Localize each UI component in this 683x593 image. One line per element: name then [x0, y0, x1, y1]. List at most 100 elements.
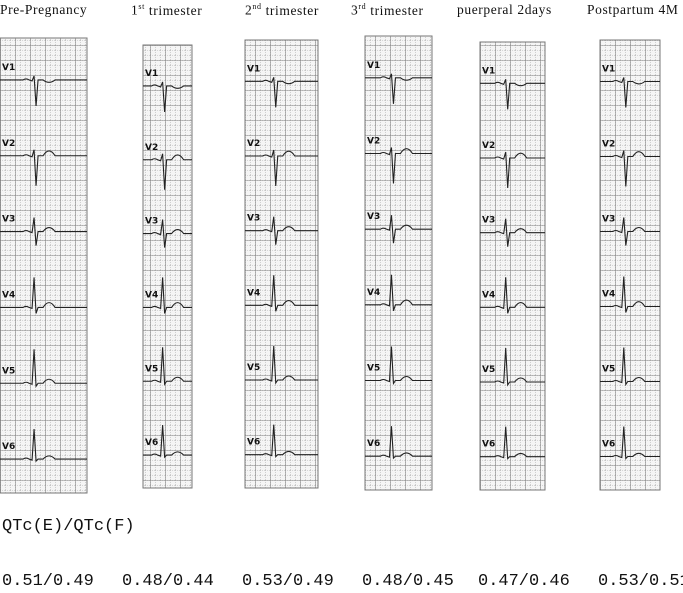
lead-label: V6: [247, 438, 260, 448]
lead-label: V3: [482, 216, 495, 226]
ecg-trace: [365, 426, 432, 460]
title-rest: trimester: [148, 2, 203, 18]
lead-label: V4: [247, 288, 260, 298]
lead-label: V5: [145, 364, 158, 374]
lead-label: V3: [247, 214, 260, 224]
ecg-trace: [245, 424, 318, 458]
lead-label: V2: [145, 143, 158, 153]
ecg-strip: V1 V2 V3 V4 V5 V6: [364, 35, 433, 491]
title-sup: st: [138, 2, 145, 11]
strip-grid-major: [364, 35, 433, 491]
lead-label: V5: [482, 365, 495, 375]
lead-label: V2: [367, 137, 380, 147]
lead-label: V1: [602, 65, 615, 75]
ecg-trace: [600, 426, 660, 460]
ecg-strip: V1 V2 V3 V4 V5 V6: [142, 44, 193, 489]
title-main: 2: [245, 2, 253, 18]
qtc-value: 0.48/0.44: [122, 572, 214, 591]
lead-label: V3: [602, 215, 615, 225]
lead-label: V2: [602, 140, 615, 150]
lead-label: V2: [482, 141, 495, 151]
ecg-trace: [0, 277, 87, 314]
strip-grid-major: [142, 44, 193, 489]
lead-label: V6: [482, 440, 495, 450]
title-sup: nd: [252, 2, 262, 11]
ecg-trace: [245, 77, 318, 108]
lead-label: V4: [367, 288, 380, 298]
lead-label: V4: [482, 290, 495, 300]
lead-label: V1: [2, 63, 15, 73]
ecg-trace: [600, 217, 660, 246]
ecg-trace: [365, 346, 432, 386]
ecg-trace: [245, 216, 318, 245]
title-main: 1: [131, 2, 139, 18]
qtc-value: 0.48/0.45: [362, 572, 454, 591]
ecg-trace: [143, 81, 192, 112]
lead-label: V6: [2, 442, 15, 452]
ecg-strip: V1 V2 V3 V4 V5 V6: [0, 37, 88, 494]
lead-label: V6: [367, 439, 380, 449]
title-main: Postpartum 4M: [587, 2, 679, 17]
ecg-trace: [600, 276, 660, 313]
ecg-trace: [245, 149, 318, 187]
ecg-trace: [0, 75, 87, 106]
ecg-trace: [365, 274, 432, 312]
column-title: puerperal 2days: [457, 2, 552, 18]
lead-label: V1: [145, 69, 158, 79]
ecg-trace: [143, 425, 192, 459]
ecg-trace: [600, 347, 660, 387]
column-title: 1st trimester: [131, 2, 202, 19]
lead-label: V5: [2, 366, 15, 376]
ecg-trace: [600, 77, 660, 108]
ecg-figure: V1 V2 V3 V4 V5 V6 V1 V2 V3 V4 V5 V6 V1 V2 V3 V4 V5 V6 V1 V2…: [0, 35, 661, 494]
lead-label: V1: [247, 64, 260, 74]
title-main: Pre-Pregnancy: [0, 2, 88, 17]
lead-label: V6: [602, 440, 615, 450]
lead-label: V1: [482, 66, 495, 76]
ecg-trace: [245, 275, 318, 312]
strip-grid-major: [244, 39, 319, 489]
lead-label: V6: [145, 438, 158, 448]
ecg-trace: [480, 151, 545, 189]
lead-label: V4: [602, 290, 615, 300]
lead-label: V4: [2, 290, 15, 300]
lead-label: V4: [145, 290, 158, 300]
ecg-trace: [245, 345, 318, 385]
ecg-strip: V1 V2 V3 V4 V5 V6: [599, 39, 661, 491]
lead-label: V3: [145, 217, 158, 227]
qtc-label: QTc(E)/QTc(F): [2, 517, 135, 536]
column-title: Postpartum 4M: [587, 2, 678, 18]
ecg-trace: [0, 149, 87, 186]
ecg-trace: [480, 218, 545, 247]
qtc-value: 0.53/0.49: [242, 572, 334, 591]
title-sup: rd: [358, 2, 367, 11]
ecg-trace: [365, 147, 432, 184]
lead-label: V3: [367, 212, 380, 222]
column-title: 3rd trimester: [351, 2, 424, 19]
ecg-trace: [480, 79, 545, 110]
title-rest: trimester: [265, 2, 319, 18]
ecg-trace: [365, 215, 432, 244]
ecg-strip: V1 V2 V3 V4 V5 V6: [244, 39, 319, 489]
ecg-trace: [600, 150, 660, 187]
qtc-value: 0.53/0.51: [598, 572, 683, 591]
lead-label: V2: [2, 139, 15, 149]
ecg-trace: [143, 347, 192, 386]
ecg-strip: V1 V2 V3 V4 V5 V6: [479, 41, 546, 491]
ecg-trace: [0, 429, 87, 463]
ecg-trace: [480, 277, 545, 314]
lead-label: V5: [247, 363, 260, 373]
lead-label: V2: [247, 139, 260, 149]
ecg-trace: [365, 73, 432, 104]
strip-grid-major: [479, 41, 546, 491]
column-title: Pre-Pregnancy: [0, 2, 87, 18]
strip-grid-major: [0, 37, 88, 494]
ecg-trace: [480, 426, 545, 460]
lead-label: V1: [367, 61, 380, 71]
ecg-trace: [143, 219, 192, 248]
ecg-trace: [0, 349, 87, 388]
lead-label: V3: [2, 215, 15, 225]
lead-label: V5: [602, 365, 615, 375]
ecg-trace: [143, 277, 192, 314]
